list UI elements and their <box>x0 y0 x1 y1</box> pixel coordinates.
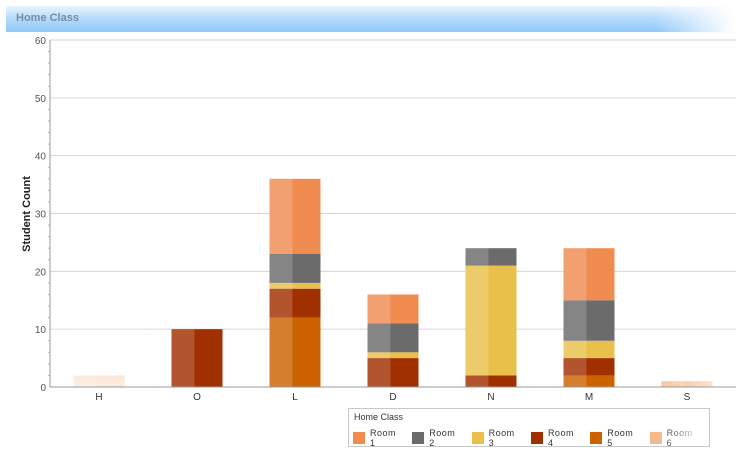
legend-item: Room 1 <box>353 428 404 448</box>
bar-highlight <box>367 294 391 324</box>
bar-segment <box>465 265 517 376</box>
legend-label: Room 3 <box>488 428 515 448</box>
bar-highlight <box>367 352 391 359</box>
bar-highlight <box>563 375 587 387</box>
legend-label: Room 4 <box>547 428 574 448</box>
bar-segment <box>563 375 615 387</box>
bar-highlight <box>269 288 293 318</box>
fade-overlay <box>656 340 736 387</box>
legend-fade <box>659 409 709 446</box>
bar-highlight <box>465 375 489 387</box>
x-tick-label: H <box>95 392 102 403</box>
y-tick-label: 0 <box>40 383 46 394</box>
x-tick-label: D <box>389 392 396 403</box>
bars <box>70 178 736 387</box>
y-tick-label: 10 <box>35 325 47 336</box>
bar-highlight <box>269 253 293 283</box>
legend-swatch <box>353 432 365 444</box>
legend-label: Room 1 <box>369 428 396 448</box>
fade-overlay <box>70 300 150 387</box>
bar-segment <box>563 248 615 301</box>
legend-swatch <box>590 432 603 444</box>
chart-header: Home Class <box>6 6 734 32</box>
legend-label: Room 2 <box>429 428 456 448</box>
x-tick-label: S <box>684 392 691 403</box>
legend-label: Room 5 <box>607 428 634 448</box>
legend-item: Room 5 <box>590 428 641 448</box>
bar-segment <box>269 282 321 289</box>
bar-highlight <box>367 358 391 387</box>
bar-highlight <box>367 323 391 353</box>
x-tick-label: M <box>585 392 593 403</box>
bar-segment <box>367 352 419 359</box>
bar-highlight <box>269 178 293 254</box>
bar-highlight <box>171 329 195 387</box>
bar-highlight <box>465 265 489 376</box>
y-tick-label: 20 <box>35 267 47 278</box>
bar-segment <box>465 248 517 266</box>
bar-segment <box>269 288 321 318</box>
bar-segment <box>269 317 321 387</box>
x-tick-label: O <box>193 392 201 403</box>
legend-swatch <box>530 432 543 444</box>
bar-highlight <box>563 340 587 359</box>
bar-highlight <box>563 248 587 301</box>
legend-swatch <box>471 432 484 444</box>
bar-segment <box>367 323 419 353</box>
bar-segment <box>171 329 223 387</box>
legend-item: Room 3 <box>471 428 523 448</box>
y-tick-label: 30 <box>35 210 47 221</box>
legend-item: Room 2 <box>412 428 463 448</box>
bar-highlight <box>269 282 293 289</box>
bar-segment <box>563 340 615 359</box>
axes <box>49 40 736 388</box>
y-axis-title: Student Count <box>21 176 33 252</box>
bar-segment <box>367 294 419 324</box>
legend-item: Room 4 <box>530 428 582 448</box>
y-tick-label: 40 <box>35 152 47 163</box>
bar-highlight <box>563 300 587 341</box>
legend: Home Class Room 1 Room 2 Room 3 Room 4 Room … <box>348 408 710 448</box>
bar-highlight <box>465 248 489 266</box>
bar-segment <box>563 358 615 376</box>
y-tick-label: 50 <box>35 94 47 105</box>
x-tick-label: N <box>487 392 494 403</box>
x-tick-label: L <box>292 392 298 403</box>
y-tick-labels: 0 10 20 30 40 50 60 <box>35 36 47 394</box>
legend-swatch <box>412 432 425 444</box>
legend-title: Home Class <box>354 412 404 422</box>
y-tick-label: 60 <box>35 36 47 47</box>
legend-swatch <box>649 432 662 444</box>
bar-segment <box>367 358 419 387</box>
bar-segment <box>269 178 321 254</box>
bar-segment <box>269 253 321 283</box>
bar-highlight <box>269 317 293 387</box>
bar-segment <box>465 375 517 387</box>
bar-segment <box>563 300 615 341</box>
header-title: Home Class <box>16 12 79 24</box>
bar-highlight <box>563 358 587 376</box>
